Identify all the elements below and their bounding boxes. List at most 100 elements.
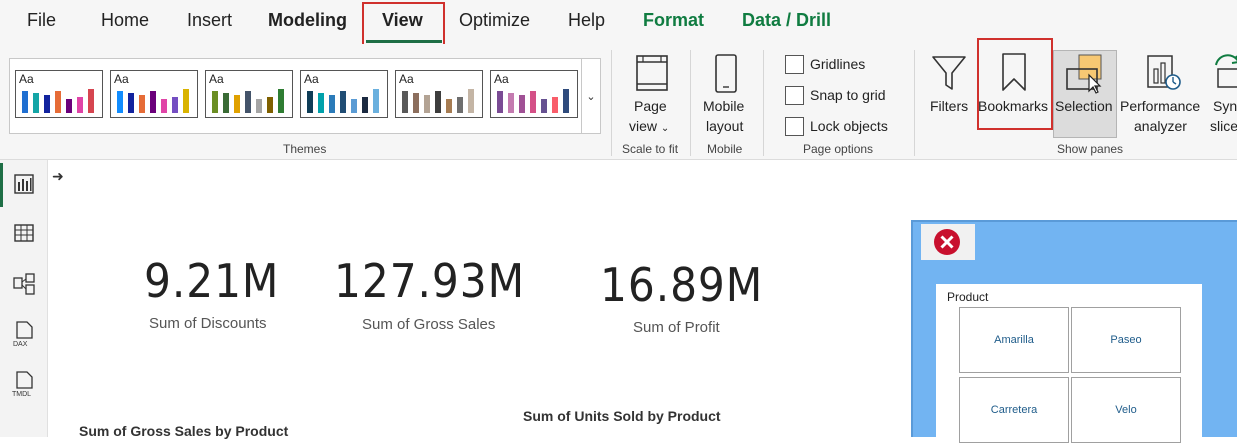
menu-optimize[interactable]: Optimize xyxy=(459,10,531,30)
theme-color-bar xyxy=(530,91,536,113)
theme-color-bar xyxy=(329,95,335,113)
lock-objects-label: Lock objects xyxy=(810,118,888,134)
theme-swatch[interactable]: Aa xyxy=(205,70,293,118)
close-icon xyxy=(934,229,960,255)
kpi-profit-value: 16.89M xyxy=(600,258,764,312)
menu-modeling[interactable]: Modeling xyxy=(268,10,347,30)
theme-color-bar xyxy=(267,97,273,113)
expand-arrow-icon[interactable]: ➜ xyxy=(52,168,64,184)
sync-slicers-icon xyxy=(1215,54,1237,88)
theme-color-bar xyxy=(245,91,251,113)
chevron-down-icon: ⌄ xyxy=(660,123,670,134)
theme-color-bar xyxy=(340,91,346,113)
mobile-phone-icon xyxy=(715,54,737,93)
view-switcher-rail xyxy=(0,160,48,437)
theme-color-bar xyxy=(318,93,324,113)
theme-swatch[interactable]: Aa xyxy=(395,70,483,118)
mobile-layout-label-2: layout xyxy=(706,118,744,134)
theme-color-bar xyxy=(351,99,357,113)
theme-color-bar xyxy=(139,95,145,113)
menu-home[interactable]: Home xyxy=(101,10,150,30)
theme-color-bar xyxy=(413,93,419,113)
filter-funnel-icon xyxy=(932,56,966,90)
sync-slicers-label-2: slicers xyxy=(1210,118,1237,134)
separator xyxy=(611,50,612,156)
theme-sample-text: Aa xyxy=(304,72,319,86)
kpi-profit-label: Sum of Profit xyxy=(633,319,720,336)
theme-color-bar xyxy=(435,91,441,113)
sync-slicers-button[interactable]: Sync slicers xyxy=(1205,50,1237,140)
snap-to-grid-checkbox[interactable] xyxy=(785,86,804,105)
theme-color-bar xyxy=(150,91,156,113)
slicer-tile[interactable]: Amarilla xyxy=(959,307,1069,373)
mobile-group-label: Mobile xyxy=(707,142,743,156)
dax-query-view-icon[interactable]: DAX xyxy=(12,320,36,348)
kpi-discounts-label: Sum of Discounts xyxy=(149,315,267,332)
theme-color-bar xyxy=(278,89,284,113)
selection-label: Selection xyxy=(1055,98,1113,114)
menu-data-drill[interactable]: Data / Drill xyxy=(742,10,832,30)
bookmark-icon xyxy=(1002,53,1026,91)
table-view-icon[interactable] xyxy=(12,221,36,245)
theme-color-bar xyxy=(77,97,83,113)
model-view-icon[interactable] xyxy=(12,272,36,296)
theme-color-bar xyxy=(33,93,39,113)
mobile-layout-label-1: Mobile xyxy=(703,98,745,114)
svg-text:DAX: DAX xyxy=(13,341,28,348)
menu-file[interactable]: File xyxy=(27,10,57,30)
close-button[interactable] xyxy=(921,224,975,260)
menu-insert[interactable]: Insert xyxy=(187,10,233,30)
theme-color-bar xyxy=(508,93,514,113)
theme-color-bar xyxy=(424,95,430,113)
slicer-tile[interactable]: Carretera xyxy=(959,377,1069,443)
report-view-icon[interactable] xyxy=(12,172,36,196)
theme-color-bar xyxy=(66,99,72,113)
menu-view[interactable]: View xyxy=(382,10,423,30)
theme-color-bar xyxy=(117,91,123,113)
show-panes-group-label: Show panes xyxy=(1057,142,1124,156)
theme-color-bar xyxy=(88,89,94,113)
theme-color-bar xyxy=(373,89,379,113)
gridlines-checkbox[interactable] xyxy=(785,55,804,74)
slicer-tile[interactable]: Paseo xyxy=(1071,307,1181,373)
theme-color-bar xyxy=(183,89,189,113)
themes-more-button[interactable]: ⌄ xyxy=(581,59,600,133)
menu-help[interactable]: Help xyxy=(568,10,606,30)
theme-swatch[interactable]: Aa xyxy=(15,70,103,118)
theme-color-bar xyxy=(563,89,569,113)
chevron-down-icon: ⌄ xyxy=(586,90,596,103)
units-sold-chart-title: Sum of Units Sold by Product xyxy=(523,408,721,424)
lock-objects-checkbox[interactable] xyxy=(785,117,804,136)
theme-color-bar xyxy=(468,89,474,113)
theme-color-bar xyxy=(497,91,503,113)
theme-color-bar xyxy=(552,97,558,113)
theme-color-bar xyxy=(541,99,547,113)
theme-color-bar xyxy=(128,93,134,113)
separator xyxy=(914,50,915,156)
theme-sample-text: Aa xyxy=(114,72,129,86)
performance-label-2: analyzer xyxy=(1134,118,1187,134)
tmdl-view-icon[interactable]: TMDL xyxy=(12,370,36,398)
active-tab-underline xyxy=(366,40,442,43)
filters-label: Filters xyxy=(930,98,969,114)
theme-swatch[interactable]: Aa xyxy=(300,70,388,118)
kpi-gross-sales-label: Sum of Gross Sales xyxy=(362,316,496,333)
theme-swatch[interactable]: Aa xyxy=(110,70,198,118)
menu-format[interactable]: Format xyxy=(643,10,705,30)
sync-slicers-label-1: Sync xyxy=(1213,98,1237,114)
svg-text:TMDL: TMDL xyxy=(12,391,31,398)
theme-color-bar xyxy=(362,97,368,113)
theme-swatch[interactable]: Aa xyxy=(490,70,578,118)
kpi-gross-sales-value: 127.93M xyxy=(334,254,526,308)
theme-color-bar xyxy=(223,93,229,113)
theme-color-bar xyxy=(307,91,313,113)
theme-color-bar xyxy=(519,95,525,113)
theme-color-bar xyxy=(44,95,50,113)
theme-color-bar xyxy=(457,97,463,113)
theme-sample-text: Aa xyxy=(494,72,509,86)
slicer-tile[interactable]: Velo xyxy=(1071,377,1181,443)
slicer-title: Product xyxy=(947,290,989,304)
page-options-group-label: Page options xyxy=(803,142,874,156)
scale-to-fit-group-label: Scale to fit xyxy=(622,142,679,156)
performance-label-1: Performance xyxy=(1120,98,1201,114)
